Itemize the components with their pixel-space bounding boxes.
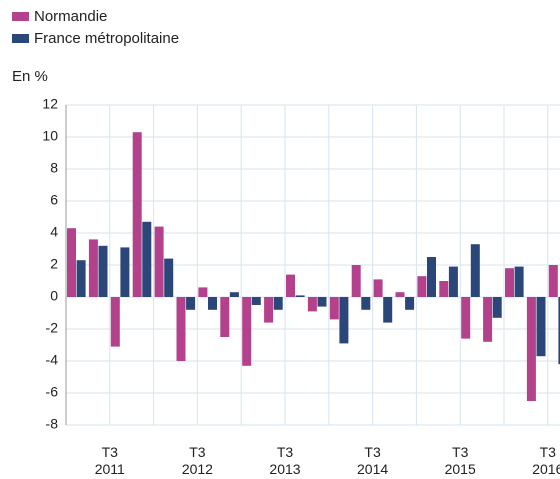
bar bbox=[154, 226, 164, 297]
bar bbox=[132, 132, 142, 297]
bar bbox=[198, 287, 208, 297]
bar bbox=[505, 268, 514, 297]
x-tick-label: T3 2015 bbox=[444, 444, 476, 477]
bar bbox=[383, 297, 393, 323]
bar bbox=[373, 279, 383, 297]
x-tick-label: T3 2016 bbox=[532, 444, 560, 477]
bar bbox=[526, 297, 536, 401]
bar bbox=[67, 228, 76, 297]
bar bbox=[329, 297, 339, 320]
y-tick-label: 10 bbox=[42, 128, 58, 144]
bar bbox=[76, 260, 86, 297]
bar bbox=[448, 266, 458, 297]
x-tick-label: T3 2012 bbox=[181, 444, 213, 477]
bar bbox=[88, 239, 98, 297]
bar bbox=[514, 266, 524, 297]
bar bbox=[176, 297, 186, 361]
legend-item: Normandie bbox=[12, 8, 107, 25]
bar bbox=[548, 265, 558, 297]
bar bbox=[317, 297, 327, 307]
bar bbox=[220, 297, 230, 337]
bar bbox=[558, 297, 560, 365]
legend-swatch bbox=[12, 34, 29, 43]
x-tick-label: T3 2014 bbox=[357, 444, 389, 477]
y-tick-label: 4 bbox=[50, 224, 58, 240]
bar bbox=[208, 297, 217, 310]
y-tick-label: 0 bbox=[50, 288, 58, 304]
bar bbox=[251, 297, 261, 305]
y-tick-label: 6 bbox=[50, 192, 58, 208]
y-tick-label: 2 bbox=[50, 256, 58, 272]
bar bbox=[405, 297, 415, 310]
bar bbox=[427, 257, 436, 297]
bar bbox=[417, 276, 427, 297]
bar bbox=[242, 297, 252, 366]
bar bbox=[142, 221, 152, 297]
bar bbox=[286, 274, 295, 297]
y-axis-label: En % bbox=[12, 68, 48, 85]
y-tick-label: 8 bbox=[50, 160, 58, 176]
bar bbox=[264, 297, 274, 323]
legend-label: Normandie bbox=[34, 8, 108, 25]
y-tick-label: 12 bbox=[42, 96, 58, 112]
bar bbox=[439, 281, 449, 297]
legend-item: France métropolitaine bbox=[12, 30, 179, 47]
y-tick-label: -8 bbox=[46, 416, 59, 432]
bar bbox=[492, 297, 502, 318]
bar bbox=[164, 258, 174, 297]
bar bbox=[339, 297, 349, 344]
bar bbox=[295, 295, 305, 297]
bar bbox=[229, 292, 239, 297]
bar bbox=[395, 292, 405, 297]
y-tick-label: -6 bbox=[46, 384, 59, 400]
bar bbox=[186, 297, 196, 310]
bar bbox=[351, 265, 361, 297]
bar bbox=[120, 247, 130, 297]
y-tick-label: -4 bbox=[46, 352, 59, 368]
bar bbox=[470, 244, 480, 297]
bar bbox=[307, 297, 317, 312]
bar bbox=[273, 297, 283, 310]
bar bbox=[110, 297, 120, 347]
legend-label: France métropolitaine bbox=[34, 30, 180, 47]
legend-swatch bbox=[12, 12, 29, 21]
bar bbox=[98, 245, 108, 297]
bar bbox=[461, 297, 471, 339]
bar bbox=[483, 297, 493, 342]
bar bbox=[361, 297, 371, 310]
y-tick-label: -2 bbox=[46, 320, 59, 336]
x-tick-label: T3 2011 bbox=[94, 444, 125, 477]
x-tick-label: T3 2013 bbox=[269, 444, 301, 477]
bar bbox=[536, 297, 546, 357]
